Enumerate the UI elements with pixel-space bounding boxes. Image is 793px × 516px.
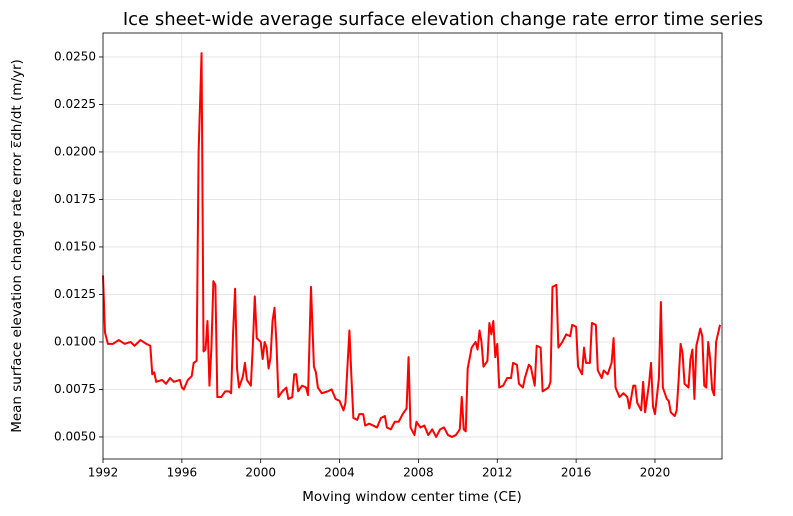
data-line	[102, 52, 722, 438]
y-axis-label: Mean surface elevation change rate error…	[9, 59, 25, 433]
x-tick-label: 2008	[403, 466, 434, 480]
y-tick-label: 0.0250	[54, 49, 96, 63]
y-tick-label: 0.0150	[54, 239, 96, 253]
x-tick-label: 2020	[640, 466, 671, 480]
chart-title: Ice sheet-wide average surface elevation…	[123, 9, 763, 30]
y-tick-label: 0.0225	[54, 97, 96, 111]
y-tick-label: 0.0125	[54, 287, 96, 301]
x-tick-label: 2012	[482, 466, 513, 480]
y-tick-label: 0.0100	[54, 334, 96, 348]
y-tick-label: 0.0175	[54, 192, 96, 206]
x-tick-label: 1996	[167, 466, 198, 480]
x-tick-label: 2004	[324, 466, 355, 480]
plot-frame	[102, 32, 723, 460]
x-tick-label: 2016	[561, 466, 592, 480]
x-tick-label: 1992	[88, 466, 119, 480]
y-tick-label: 0.0200	[54, 144, 96, 158]
y-tick-label: 0.0050	[54, 429, 96, 443]
y-tick-label: 0.0075	[54, 382, 96, 396]
x-tick-label: 2000	[245, 466, 276, 480]
x-axis-label: Moving window center time (CE)	[302, 489, 522, 505]
